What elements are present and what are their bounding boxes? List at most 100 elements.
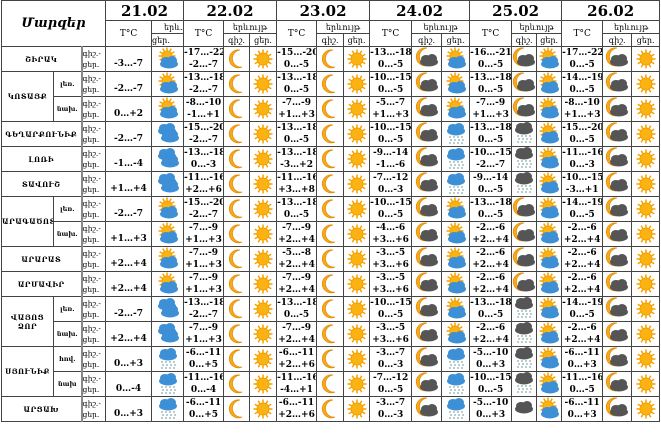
weather-cell	[343, 321, 371, 347]
weather-cell	[343, 196, 371, 222]
day-header: ցեր.	[151, 33, 185, 47]
weather-cell	[441, 96, 471, 122]
day-temperature: +2…+4	[278, 285, 315, 295]
night-temperature: -6…-11	[278, 348, 315, 358]
sun-icon	[633, 223, 659, 246]
night-temperature: -2…-6	[567, 323, 597, 333]
snow-cloud-icon	[443, 173, 469, 196]
temperature: -5…-10 0…+3	[469, 396, 513, 422]
night-temperature: -16…-21	[470, 48, 512, 58]
temperature: -15…-20 -2…-7	[183, 121, 225, 147]
temperature: -13…-18 0…-5	[276, 71, 318, 97]
weather-cell	[151, 121, 185, 147]
night-temperature: -14…-19	[562, 198, 603, 208]
night-temperature: -13…-18	[277, 148, 317, 158]
sun-cloud-icon	[153, 247, 183, 271]
day-temperature: 0…-5	[569, 210, 595, 220]
night-temperature: -13…-18	[277, 198, 317, 208]
night-temperature: -2…-6	[567, 223, 597, 233]
weather-cell	[631, 196, 661, 222]
sun-icon	[345, 248, 369, 271]
weather-cell	[411, 96, 443, 122]
table-row: նախ. գիշ.- ցեր. +1…+3 -7…-9 +1…+3 -7…-9 +2…+4 -4…	[2, 221, 661, 247]
day-temperature: -2…-7	[189, 210, 219, 220]
temperature: -7…-9 +1…+3	[183, 246, 225, 272]
weather-cell	[249, 46, 278, 72]
moon-cloud-icon	[604, 247, 631, 271]
weather-cell	[316, 371, 345, 397]
night-temperature: -2…-6	[476, 248, 506, 258]
weather-cell	[249, 396, 278, 422]
sun-cloud-icon	[538, 197, 561, 221]
weather-cell	[151, 146, 185, 172]
temperature: -13…-18 0…-5	[469, 196, 513, 222]
day-temperature: +1…+3	[563, 110, 601, 120]
day-temperature: +2…+4	[278, 335, 315, 345]
temperature: -11…-16 -4…+1	[276, 371, 318, 397]
table-row: ԱՐԱՐԱՏ գիշ.- ցեր. +2…+4 -7…-9 +1…+3 -5…-8 +2…+4…	[1, 246, 661, 272]
temperature: -2…-7	[105, 196, 153, 222]
dark-snow-cloud-icon	[513, 147, 536, 171]
day-temperature: +3…+8	[278, 185, 315, 195]
weather-cell	[316, 146, 345, 172]
dark-snow-cloud-icon	[513, 172, 536, 196]
weather-cell	[536, 146, 563, 172]
weather-cell	[151, 346, 185, 372]
region-name: ԼՈՌԻ	[1, 146, 82, 172]
temperature: -3…-7 0…-3	[369, 346, 413, 372]
night-label: գիշ.-	[82, 324, 101, 333]
weather-cell	[441, 246, 471, 272]
day-temperature: -3…+2	[280, 160, 313, 170]
weather-cell	[441, 346, 471, 372]
weather-cell	[249, 246, 278, 272]
row-label: գիշ.- ցեր.	[80, 146, 107, 172]
date-header: 23.02	[276, 0, 371, 21]
weather-cell	[602, 196, 633, 222]
weather-forecast-table: Մարզեր 21.02 22.02 23.02 24.02 25.02 26.02 T°C ե…	[0, 0, 661, 422]
date-header: 21.02	[105, 0, 185, 21]
weather-cell	[316, 121, 345, 147]
weather-cell	[411, 171, 443, 197]
weather-cell	[411, 271, 443, 297]
day-temperature: 0…-5	[569, 310, 595, 320]
moon-icon	[318, 123, 343, 146]
sun-cloud-icon	[538, 172, 561, 196]
weather-cell	[151, 371, 185, 397]
weather-cell	[536, 121, 563, 147]
temperature: -7…-12 0…-3	[369, 171, 413, 197]
night-temperature: -11…-16	[277, 373, 317, 383]
sun-icon	[345, 323, 369, 346]
weather-cell	[223, 321, 251, 347]
day-label: ցեր.	[82, 210, 100, 219]
temperature: -15…-20 0…-5	[276, 46, 318, 72]
row-label: գիշ.- ցեր.	[80, 246, 107, 272]
weather-cell	[602, 121, 633, 147]
day-temperature: 0…-5	[377, 135, 404, 145]
moon-cloud-icon	[413, 322, 441, 346]
day-temperature: 0…-3	[377, 410, 404, 420]
phenomenon-header: երևույթ	[223, 20, 278, 34]
temperature: -13…-18 -3…+2	[276, 146, 318, 172]
night-header: գիշ.	[223, 33, 251, 47]
day-temperature: +2…+4	[472, 285, 509, 295]
night-temperature: -7…-9	[282, 223, 312, 233]
day-label: ցեր.	[82, 85, 100, 94]
snow-cloud-icon	[443, 148, 469, 171]
night-temperature: -10…-15	[370, 123, 412, 133]
moon-icon	[225, 373, 249, 396]
day-temperature: +3…+6	[372, 285, 409, 295]
day-label: ցեր.	[82, 335, 100, 344]
temperature: -2…-7	[105, 296, 153, 322]
night-temperature: -6…-11	[564, 398, 600, 408]
temperature: +1…+3	[105, 221, 153, 247]
region-name: ԱՐՄԱՎԻՐ	[1, 271, 82, 297]
subregion-name: նախ.	[53, 96, 82, 122]
temperature: -13…-18 0…-3	[183, 146, 225, 172]
day-header: ցեր.	[441, 33, 471, 47]
weather-cell	[151, 96, 185, 122]
temperature: -9…-14 -1…-6	[369, 146, 413, 172]
weather-cell	[441, 121, 471, 147]
day-temperature: 0…-5	[477, 60, 504, 70]
weather-cell	[441, 296, 471, 322]
sun-cloud-icon	[153, 197, 183, 221]
